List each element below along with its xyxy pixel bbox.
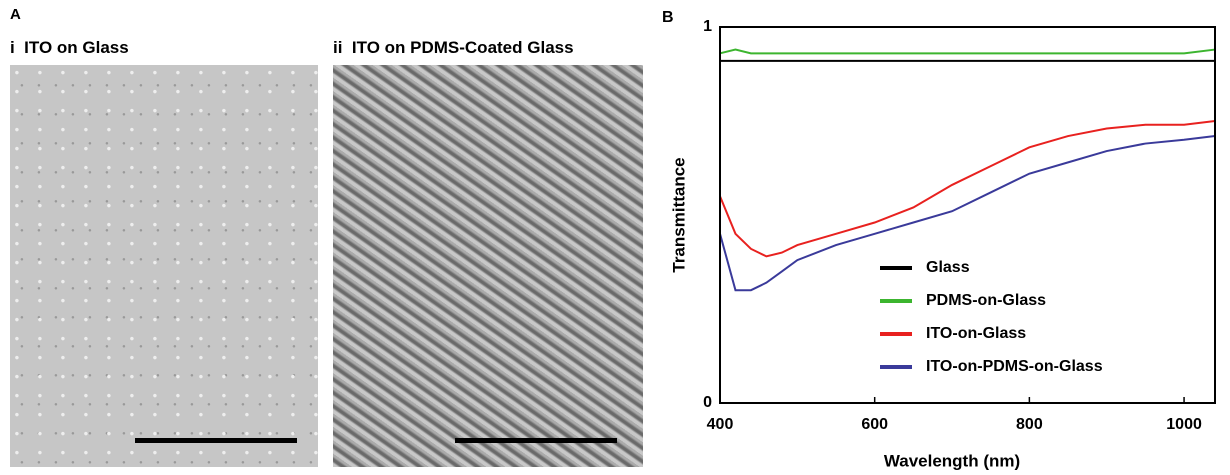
panel-label: B bbox=[662, 9, 674, 26]
legend-label: PDMS-on-Glass bbox=[926, 292, 1046, 309]
legend-label: ITO-on-Glass bbox=[926, 325, 1026, 342]
y-tick-label: 1 bbox=[703, 18, 712, 35]
plot-frame bbox=[719, 26, 1216, 404]
x-axis-label: Wavelength (nm) bbox=[884, 451, 1020, 470]
y-axis-label: Transmittance bbox=[669, 157, 688, 272]
sem-image bbox=[333, 65, 643, 467]
legend-label: Glass bbox=[926, 259, 970, 276]
series-line bbox=[719, 120, 1216, 258]
x-tick-label: 600 bbox=[861, 416, 888, 433]
panel-title: ii ITO on PDMS-Coated Glass bbox=[333, 38, 574, 57]
series-line bbox=[719, 48, 1216, 55]
x-tick-label: 1000 bbox=[1166, 416, 1202, 433]
scale-bar bbox=[455, 438, 617, 443]
panel-label: A bbox=[10, 6, 21, 23]
chart: B Wavelength (nm) Transmittance 400 600 80… bbox=[662, 9, 1216, 470]
sem-image bbox=[10, 65, 318, 467]
x-tick-label: 400 bbox=[707, 416, 734, 433]
y-tick-label: 0 bbox=[703, 394, 712, 411]
scale-bar bbox=[135, 438, 297, 443]
series-line bbox=[719, 135, 1216, 292]
x-tick-label: 800 bbox=[1016, 416, 1043, 433]
panel-title: i ITO on Glass bbox=[10, 38, 129, 57]
legend-label: ITO-on-PDMS-on-Glass bbox=[926, 358, 1103, 375]
